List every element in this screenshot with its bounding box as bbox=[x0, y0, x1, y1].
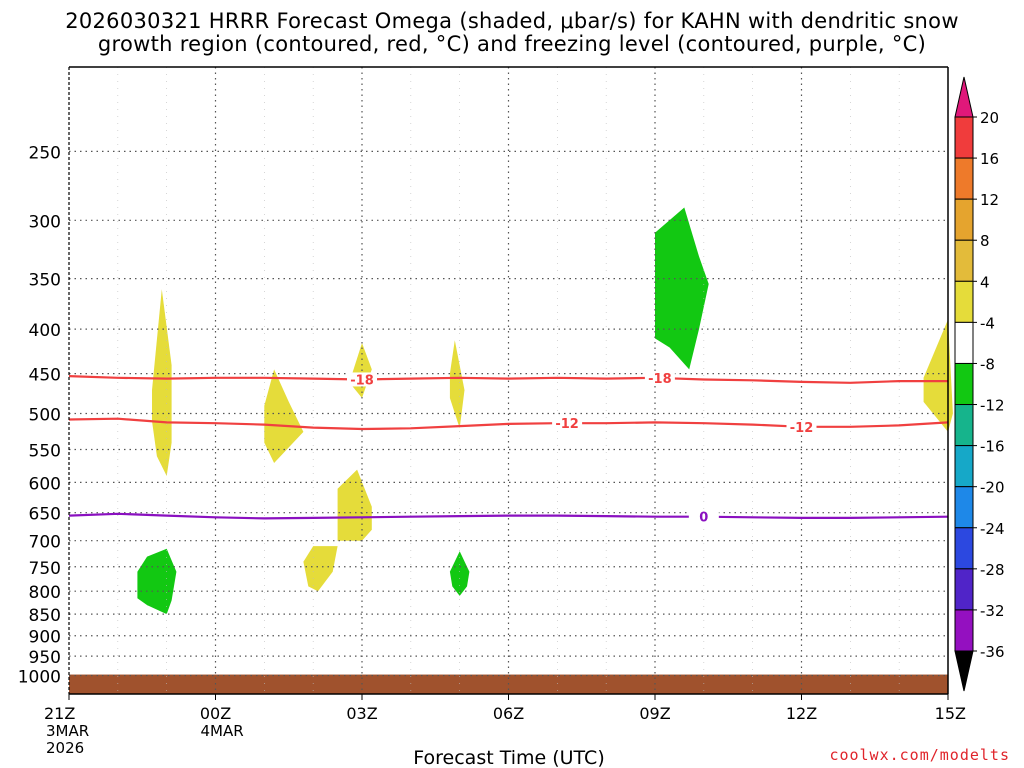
y-tick-label-250: 250 bbox=[29, 143, 61, 163]
y-tick-label-900: 900 bbox=[29, 628, 61, 648]
y-tick-label-850: 850 bbox=[29, 606, 61, 626]
colorbar-swatch-6 bbox=[954, 321, 974, 364]
colorbar-top-arrow bbox=[954, 76, 974, 118]
y-tick-label-750: 750 bbox=[29, 559, 61, 579]
x-tick-label-06Z: 06Z bbox=[493, 704, 524, 723]
chart-title-line-1: 2026030321 HRRR Forecast Omega (shaded, … bbox=[65, 9, 959, 33]
contour-label--12-1: -12 bbox=[555, 417, 579, 432]
credit-link[interactable]: coolwx.com/modelts bbox=[829, 746, 1010, 764]
colorbar-swatch-13 bbox=[954, 609, 974, 652]
colorbar-label--16: -16 bbox=[980, 438, 1005, 456]
omega-region-9 bbox=[137, 548, 177, 615]
colorbar-bottom-arrow bbox=[954, 650, 974, 692]
y-tick-label-450: 450 bbox=[29, 366, 61, 386]
omega-region-2 bbox=[264, 369, 304, 463]
y-tick-label-400: 400 bbox=[29, 321, 61, 341]
colorbar-swatch-2 bbox=[954, 157, 974, 200]
y-tick-label-650: 650 bbox=[29, 505, 61, 525]
contour-layer: -18 -18 -12 -12 0 bbox=[68, 370, 949, 526]
colorbar-label-16: 16 bbox=[980, 150, 999, 168]
colorbar-label--36: -36 bbox=[980, 643, 1005, 661]
omega-region-6 bbox=[337, 469, 372, 541]
contour-label-bg bbox=[552, 416, 583, 431]
y-tick-label-300: 300 bbox=[29, 212, 61, 232]
contour-label--12-2: -12 bbox=[790, 421, 814, 436]
colorbar: 20 16 12 8 4 -4 -8 -12 -16 -20 -24 -28 -32 -36 bbox=[954, 76, 1005, 692]
x-tick-sublabel-3MAR: 3MAR bbox=[46, 722, 89, 740]
colorbar-label--8: -8 bbox=[980, 355, 995, 373]
x-tick-sublabel-4MAR: 4MAR bbox=[201, 722, 244, 740]
colorbar-swatch-11 bbox=[954, 527, 974, 570]
y-tick-label-700: 700 bbox=[29, 533, 61, 553]
colorbar-label-12: 12 bbox=[980, 191, 999, 209]
colorbar-label-4: 4 bbox=[980, 273, 990, 291]
colorbar-swatch-3 bbox=[954, 198, 974, 241]
y-tick-label-800: 800 bbox=[29, 583, 61, 603]
axes-layer: 2503003504004505005506006507007508008509… bbox=[18, 66, 966, 757]
contour-label-bg bbox=[688, 509, 719, 524]
colorbar-label--32: -32 bbox=[980, 602, 1005, 620]
x-tick-label-12Z: 12Z bbox=[786, 704, 817, 723]
contour-label-0-1: 0 bbox=[699, 511, 708, 526]
contour-label--18-2: -18 bbox=[648, 372, 672, 387]
colorbar-swatch-12 bbox=[954, 568, 974, 611]
contour-label-bg bbox=[347, 372, 377, 387]
y-tick-label-500: 500 bbox=[29, 405, 61, 425]
grid-layer bbox=[69, 67, 948, 694]
colorbar-swatch-1 bbox=[954, 116, 974, 159]
x-tick-sublabel-2026: 2026 bbox=[46, 739, 84, 757]
x-tick-label-03Z: 03Z bbox=[346, 704, 377, 723]
contour-dgz-top bbox=[68, 375, 948, 384]
colorbar-swatch-8 bbox=[954, 404, 974, 447]
omega-shading-layer bbox=[137, 207, 953, 615]
colorbar-swatch-4 bbox=[954, 239, 974, 282]
contour-label--18-1: -18 bbox=[350, 373, 374, 388]
x-tick-label-00Z: 00Z bbox=[200, 704, 231, 723]
colorbar-swatch-10 bbox=[954, 486, 974, 529]
colorbar-swatch-7 bbox=[954, 362, 974, 406]
y-tick-label-350: 350 bbox=[29, 271, 61, 291]
y-tick-label-1000: 1000 bbox=[18, 668, 61, 688]
omega-region-1 bbox=[152, 289, 172, 476]
contour-label-bg bbox=[644, 370, 675, 385]
omega-region-7 bbox=[303, 546, 338, 592]
x-tick-label-09Z: 09Z bbox=[639, 704, 670, 723]
colorbar-label-8: 8 bbox=[980, 232, 990, 250]
omega-region-4 bbox=[449, 340, 465, 429]
x-tick-label-15Z: 15Z bbox=[935, 704, 966, 723]
omega-region-5 bbox=[923, 319, 953, 432]
contour-freezing-level bbox=[68, 512, 949, 520]
y-tick-label-950: 950 bbox=[29, 648, 61, 668]
colorbar-label--28: -28 bbox=[980, 561, 1005, 579]
colorbar-swatch-9 bbox=[954, 445, 974, 488]
colorbar-swatch-5 bbox=[954, 280, 974, 323]
contour-label-bg bbox=[786, 419, 817, 434]
colorbar-label--12: -12 bbox=[980, 397, 1005, 415]
y-tick-label-550: 550 bbox=[29, 442, 61, 462]
colorbar-label--20: -20 bbox=[980, 479, 1005, 497]
omega-region-8 bbox=[655, 207, 709, 370]
y-tick-label-600: 600 bbox=[29, 474, 61, 494]
colorbar-label-20: 20 bbox=[980, 109, 999, 127]
chart-title-line-2: growth region (contoured, red, °C) and f… bbox=[97, 32, 927, 56]
x-tick-label-21Z: 21Z bbox=[44, 704, 75, 723]
x-axis-title: Forecast Time (UTC) bbox=[413, 747, 604, 768]
omega-region-10 bbox=[449, 551, 470, 596]
colorbar-label--24: -24 bbox=[980, 520, 1005, 538]
colorbar-label--4: -4 bbox=[980, 314, 995, 332]
